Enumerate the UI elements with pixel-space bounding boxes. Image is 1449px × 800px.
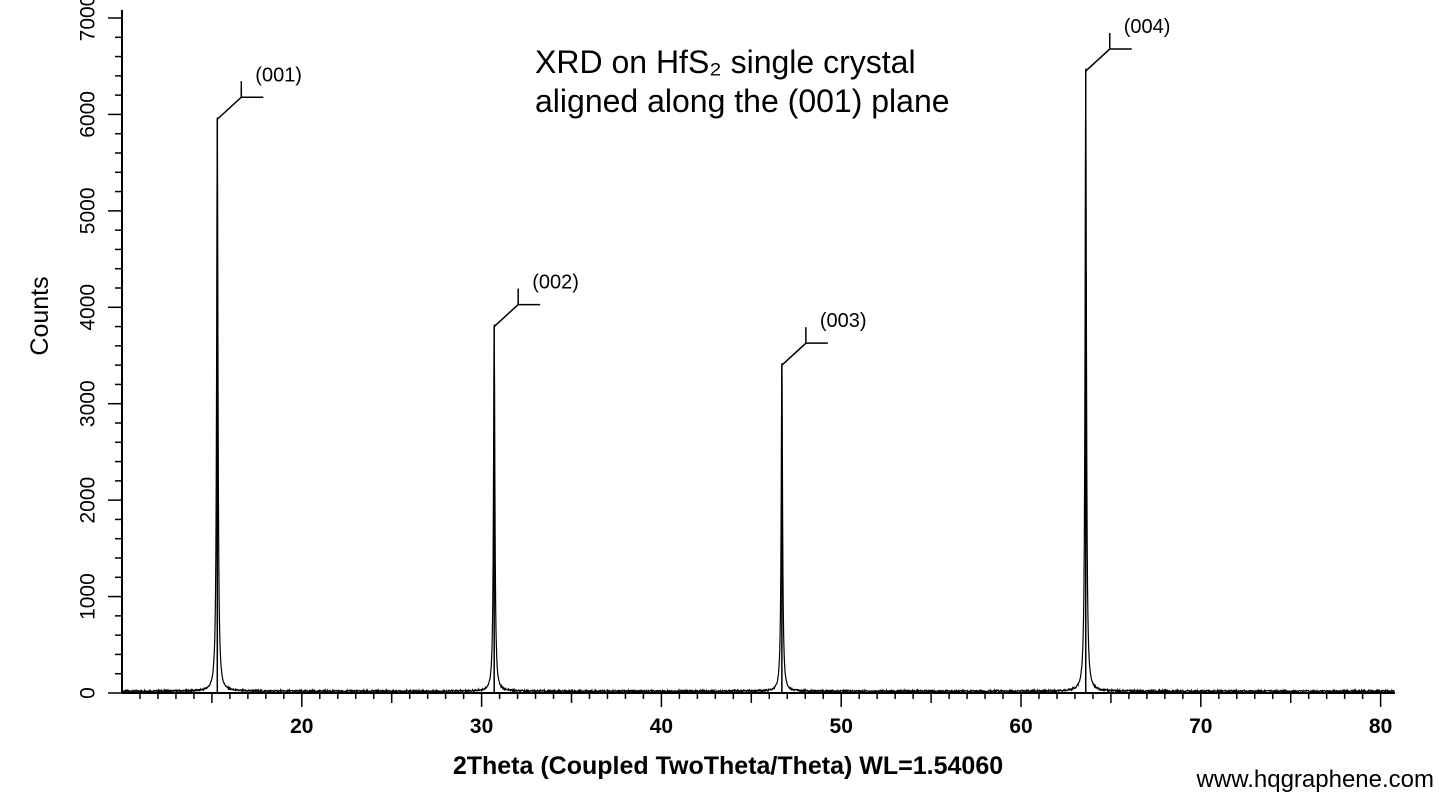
- peak-leader-line: [493, 303, 541, 328]
- y-tick-label: 4000: [77, 284, 100, 331]
- x-tick-label: 50: [830, 715, 853, 738]
- x-tick-label: 70: [1189, 715, 1212, 738]
- watermark: www.hqgraphene.com: [1196, 766, 1434, 793]
- chart-title-line-2: aligned along the (001) plane: [535, 83, 950, 119]
- chart-title-line-1: XRD on HfS₂ single crystal: [535, 44, 916, 80]
- peak-label: (004): [1124, 16, 1171, 38]
- x-tick-label: 40: [650, 715, 673, 738]
- y-tick-label: 6000: [77, 91, 100, 138]
- peak-label: (001): [255, 64, 302, 86]
- peak-label: (002): [532, 272, 579, 294]
- y-ticks: 0 1000 2000 3000 4000 5000 6000 7000: [77, 0, 122, 699]
- x-axis-title: 2Theta (Coupled TwoTheta/Theta) WL=1.540…: [453, 752, 1003, 780]
- y-axis-title: Counts: [26, 276, 54, 355]
- y-tick-label: 7000: [77, 0, 100, 41]
- peak-leader-line: [1085, 48, 1132, 72]
- x-tick-label: 80: [1369, 715, 1392, 738]
- peak-label: (003): [820, 310, 867, 332]
- peak-labels: (001) (002) (003) (004): [216, 16, 1171, 366]
- x-tick-label: 60: [1009, 715, 1032, 738]
- xrd-trace: [121, 68, 1395, 695]
- x-tick-label: 30: [470, 715, 493, 738]
- y-tick-label: 5000: [77, 187, 100, 234]
- peak-leader-line: [216, 96, 264, 120]
- x-tick-label: 20: [290, 715, 313, 738]
- y-tick-label: 0: [77, 687, 100, 699]
- y-tick-label: 1000: [77, 573, 100, 620]
- plot-area: [121, 68, 1395, 695]
- y-tick-label: 2000: [77, 477, 100, 524]
- y-tick-label: 3000: [77, 380, 100, 427]
- peak-leader-line: [781, 342, 828, 366]
- x-ticks: 20 30 40 50 60 70 80: [139, 693, 1392, 738]
